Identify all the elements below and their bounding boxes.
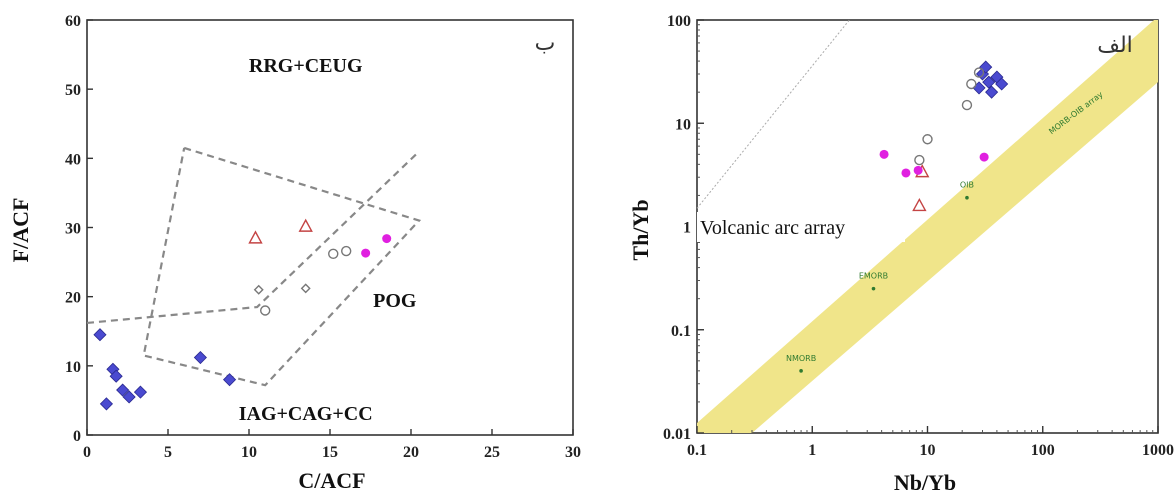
left-ticks: 0 5 10 15 20 25 30 0 10 20 30 40 50 60: [65, 13, 581, 461]
volcanic-arc-label-bg: [697, 212, 905, 242]
left-data-point: [382, 234, 392, 244]
left-points: [93, 218, 392, 411]
right-y-tick-label: 100: [667, 13, 691, 30]
left-data-point: [253, 284, 264, 295]
left-x-tick-label: 20: [403, 444, 419, 461]
left-panel: 0 5 10 15 20 25 30 0 10 20 30 40 50 60 RRG+CEUG POG I…: [8, 13, 581, 493]
left-x-axis-title: C/ACF: [298, 468, 365, 493]
right-y-tick-label: 0.01: [663, 426, 691, 443]
right-points: [879, 60, 1009, 212]
left-x-tick-label: 25: [484, 444, 500, 461]
left-data-point: [328, 248, 339, 259]
morb-oib-band: [697, 20, 1158, 433]
left-x-tick-label: 10: [241, 444, 257, 461]
volcanic-arc-reference-line: [696, 19, 850, 209]
left-data-point: [298, 218, 313, 232]
right-data-point: [922, 134, 933, 145]
left-data-point: [99, 397, 114, 411]
left-y-tick-label: 30: [65, 221, 81, 238]
left-data-point: [193, 350, 207, 365]
left-data-point: [248, 230, 263, 244]
right-data-point: [979, 152, 989, 162]
left-y-tick-label: 60: [65, 13, 81, 30]
left-data-point: [260, 305, 271, 316]
right-data-point: [901, 168, 911, 178]
left-data-point: [300, 283, 311, 294]
band-reference-label: EMORB: [859, 272, 888, 281]
left-x-tick-label: 15: [322, 444, 338, 461]
left-y-axis-title: F/ACF: [8, 198, 33, 263]
right-x-tick-label: 10: [920, 442, 936, 459]
left-x-tick-label: 5: [164, 444, 172, 461]
right-data-point: [913, 165, 923, 175]
right-data-point: [985, 85, 999, 99]
left-data-point: [361, 248, 371, 258]
right-band-points: NMORB EMORB OIB: [786, 181, 974, 373]
band-reference-label: OIB: [960, 181, 974, 190]
right-data-point: [914, 154, 925, 166]
left-y-tick-label: 10: [65, 359, 81, 376]
left-y-tick-label: 40: [65, 151, 81, 168]
left-field-label-2: IAG+CAG+CC: [239, 403, 373, 425]
left-y-tick-label: 50: [65, 82, 81, 99]
left-data-point: [93, 328, 107, 342]
right-data-point: [966, 78, 977, 90]
band-reference-label: NMORB: [786, 354, 816, 363]
band-reference-point: [871, 286, 876, 291]
left-data-point: [222, 373, 237, 387]
volcanic-arc-label: Volcanic arc array: [700, 217, 845, 239]
left-data-point: [122, 390, 136, 404]
left-y-tick-label: 20: [65, 290, 81, 307]
left-data-point: [133, 385, 148, 399]
left-data-point: [109, 369, 123, 383]
left-boundary-line: [86, 150, 420, 325]
band-reference-point: [965, 195, 969, 200]
left-data-point: [116, 383, 130, 397]
left-field-label-1: POG: [373, 290, 417, 312]
right-y-axis-title: Th/Yb: [628, 199, 653, 260]
left-panel-letter: ب: [535, 31, 556, 56]
right-data-point: [995, 77, 1009, 91]
left-boundaries: [86, 146, 422, 387]
left-y-tick-label: 0: [73, 428, 81, 445]
right-data-point: [879, 149, 889, 159]
right-data-point: [982, 75, 996, 89]
left-data-point: [341, 245, 352, 257]
left-plot-frame: [86, 19, 574, 436]
right-y-tick-label: 0.1: [671, 323, 691, 340]
right-x-tick-label: 100: [1031, 442, 1055, 459]
right-data-point: [961, 99, 973, 111]
right-y-tick-label: 1: [683, 220, 691, 237]
right-data-point: [973, 67, 985, 78]
right-y-tick-label: 10: [675, 116, 691, 133]
right-x-axis-title: Nb/Yb: [894, 470, 956, 495]
band-reference-point: [799, 369, 803, 373]
left-x-tick-label: 0: [83, 444, 91, 461]
right-x-tick-label: 0.1: [687, 442, 707, 459]
left-x-tick-label: 30: [565, 444, 581, 461]
right-data-point: [912, 197, 927, 212]
right-x-tick-label: 1000: [1142, 442, 1174, 459]
right-panel-letter: الف: [1097, 33, 1133, 58]
right-x-tick-label: 1: [808, 442, 816, 459]
left-boundary-line: [142, 146, 422, 387]
left-field-label-0: RRG+CEUG: [249, 55, 363, 77]
